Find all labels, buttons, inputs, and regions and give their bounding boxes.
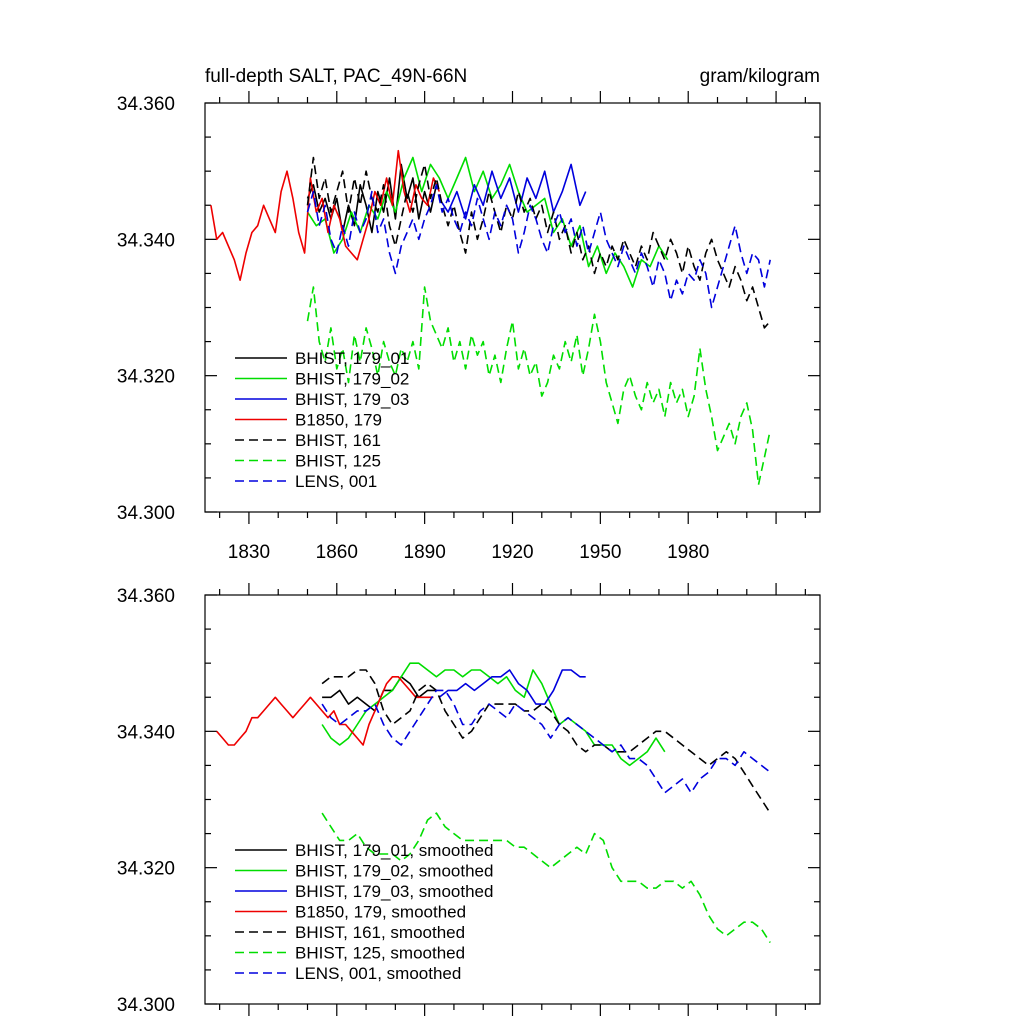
x-tick-label: 1860 [316,542,358,563]
y-tick-label: 34.340 [117,230,175,251]
panel-1: full-depth SALT, PAC_49N-66N gram/kilogra… [117,66,821,563]
y-tick-label: 34.320 [117,367,175,388]
y-tick-label: 34.340 [117,722,175,743]
legend-label: LENS, 001 [295,472,377,491]
x-tick-label: 1950 [579,542,621,563]
x-tick-label: 1890 [404,542,446,563]
y-tick-label: 34.320 [117,859,175,880]
legend-label: BHIST, 179_03 [295,390,409,409]
chart-title: full-depth SALT, PAC_49N-66N [205,66,467,87]
series-line-b1850-179-smoothed [216,675,434,746]
y-tick-label: 34.300 [117,503,175,524]
legend-label: BHIST, 179_01, smoothed [295,841,493,860]
series-line-bhist-179-02 [306,156,669,288]
legend-label: BHIST, 179_02, smoothed [295,862,493,881]
y-tick-label: 34.360 [117,586,175,607]
legend-label: BHIST, 179_02 [295,370,409,389]
legend-label: BHIST, 125 [295,452,381,471]
y-tick-label: 34.300 [117,995,175,1016]
series-line-lens-001 [306,184,771,309]
x-tick-label: 1980 [667,542,709,563]
series-line-bhist-179-03-smoothed [438,669,586,705]
series-line-bhist-125 [306,286,771,486]
legend-label: BHIST, 161, smoothed [295,923,465,942]
x-tick-label: 1920 [491,542,533,563]
panel-2: 34.300 34.320 34.340 34.360 BHIST, 179_01, s… [117,583,821,1016]
x-tick-label: 1830 [228,542,270,563]
units-label: gram/kilogram [700,66,820,87]
legend-label: B1850, 179 [295,411,382,430]
series-line-lens-001-smoothed [321,689,771,794]
legend-label: BHIST, 161 [295,431,381,450]
series-line-bhist-125-smoothed [321,812,771,944]
legend-label: B1850, 179, smoothed [295,903,466,922]
legend-label: LENS, 001, smoothed [295,964,461,983]
series-line-bhist-161-smoothed [321,669,771,814]
series-line-b1850-179 [210,149,441,282]
series-line-bhist-179-01-smoothed [322,675,437,712]
legend-label: BHIST, 179_01 [295,349,409,368]
y-tick-label: 34.360 [117,94,175,115]
legend-label: BHIST, 179_03, smoothed [295,882,493,901]
series-line-bhist-161 [306,156,771,329]
legend-label: BHIST, 125, smoothed [295,944,465,963]
